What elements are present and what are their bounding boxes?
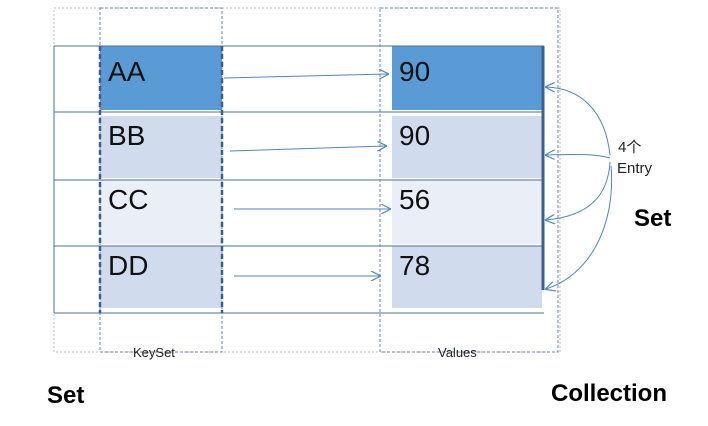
value-cell-3 [392, 180, 542, 244]
value-cell-2 [392, 116, 542, 178]
value-3: 56 [399, 184, 431, 215]
value-4: 78 [399, 250, 431, 281]
key-cc: CC [108, 184, 149, 215]
value-2: 90 [399, 120, 431, 151]
collection-label: Collection [551, 380, 668, 407]
key-cell-bb [100, 116, 222, 178]
table-grid [53, 45, 544, 314]
values-frame [379, 7, 559, 353]
key-cell-cc [100, 180, 222, 244]
key-bb: BB [108, 120, 146, 151]
value-cell-1 [392, 46, 542, 110]
entry-label-line2: Entry [617, 160, 653, 177]
values-label: Values [438, 345, 477, 360]
set-right-label: Set [634, 205, 672, 232]
key-value-arrows [223, 74, 390, 276]
entry-arrows [546, 87, 613, 289]
key-dd: DD [108, 250, 149, 281]
key-cell-dd [100, 246, 222, 308]
keyset-label: KeySet [133, 345, 175, 360]
keyset-frame [99, 7, 223, 353]
key-aa: AA [108, 56, 146, 87]
entry-label-line1: 4个 [618, 139, 642, 156]
value-cell-4 [392, 246, 542, 308]
key-cell-aa [100, 46, 222, 110]
set-left-label: Set [47, 382, 85, 409]
value-1: 90 [399, 56, 431, 87]
